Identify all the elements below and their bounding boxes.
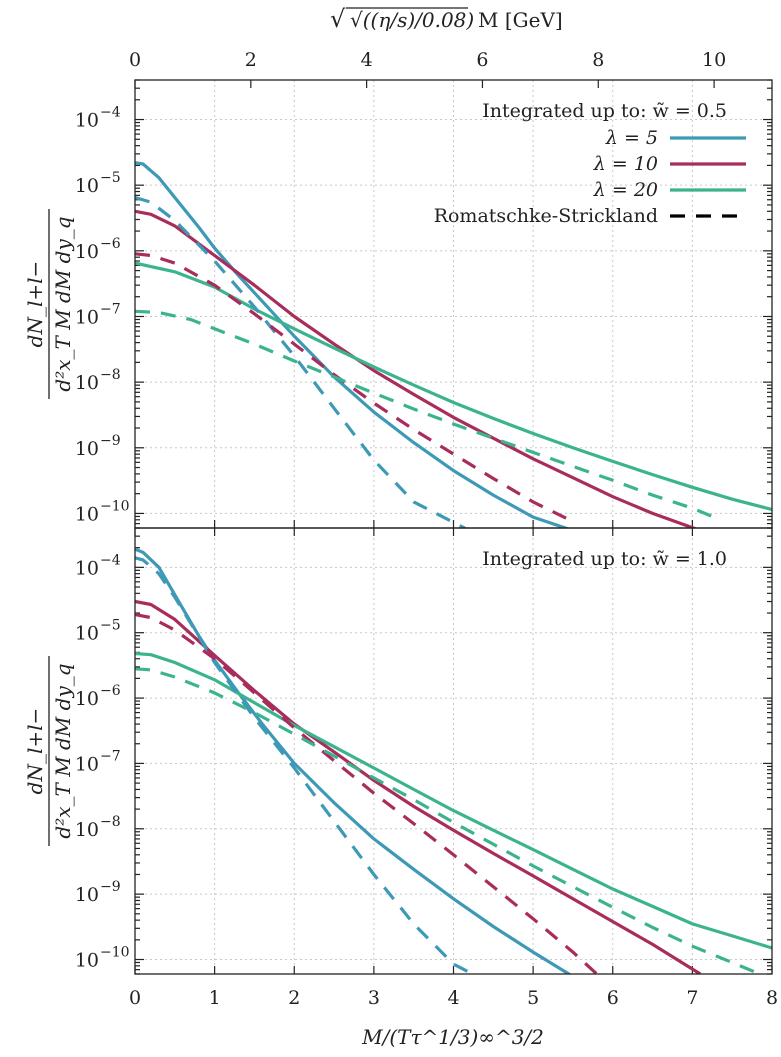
top-axis-tick-label: 8 bbox=[592, 49, 604, 71]
y-tick-label: 10 bbox=[75, 306, 99, 328]
top-axis-tick-label: 4 bbox=[361, 49, 373, 71]
top-axis-title: √ √((η/s)/0.08) M [GeV] bbox=[330, 5, 563, 33]
top-axis-tick-label: 2 bbox=[245, 49, 257, 71]
curve-lambda5 bbox=[135, 547, 572, 974]
top-axis-tick-label: 6 bbox=[476, 49, 488, 71]
curve-lambda5 bbox=[135, 161, 571, 528]
y-tick-exponent: −6 bbox=[100, 683, 121, 699]
bottom-axis-tick-label: 1 bbox=[209, 987, 221, 1009]
y-axis-title-bottom: dN_l+l− d²x_T M dM dy_q bbox=[23, 656, 75, 846]
y-tick-label: 10 bbox=[75, 175, 99, 197]
rs-curve-lambda5 bbox=[135, 195, 469, 528]
curve-lambda10 bbox=[135, 209, 699, 528]
y-tick-label: 10 bbox=[75, 884, 99, 906]
y-axis-denominator: d²x_T M dM dy_q bbox=[51, 663, 75, 838]
y-tick-exponent: −4 bbox=[100, 105, 121, 121]
bottom-axis-tick-label: 7 bbox=[686, 987, 698, 1009]
y-tick-label: 10 bbox=[75, 241, 99, 263]
y-tick-exponent: −5 bbox=[100, 618, 121, 634]
series-group bbox=[135, 161, 772, 528]
curve-lambda20 bbox=[135, 651, 772, 950]
y-tick-label: 10 bbox=[75, 950, 99, 972]
panel-frame bbox=[134, 527, 773, 975]
y-tick-label: 10 bbox=[75, 688, 99, 710]
y-tick-label: 10 bbox=[75, 819, 99, 841]
top-axis-title-unit: M [GeV] bbox=[478, 8, 563, 32]
legend-label: λ = 10 bbox=[593, 153, 658, 175]
y-tick-exponent: −7 bbox=[100, 301, 121, 317]
y-tick-exponent: −10 bbox=[100, 498, 130, 514]
bottom-axis-tick-label: 6 bbox=[607, 987, 619, 1009]
y-tick-exponent: −5 bbox=[100, 170, 121, 186]
rs-curve-lambda5 bbox=[135, 556, 477, 974]
rs-curve-lambda20 bbox=[135, 309, 717, 520]
y-tick-label: 10 bbox=[75, 753, 99, 775]
y-tick-exponent: −8 bbox=[100, 367, 121, 383]
y-tick-label: 10 bbox=[75, 110, 99, 132]
rs-curve-lambda10 bbox=[135, 252, 574, 524]
y-tick-label: 10 bbox=[75, 438, 99, 460]
legend-label: Romatschke-Strickland bbox=[434, 205, 658, 227]
y-tick-label: 10 bbox=[75, 557, 99, 579]
svg-text:√: √ bbox=[330, 5, 346, 33]
y-tick-exponent: −6 bbox=[100, 236, 121, 252]
y-tick-label: 10 bbox=[75, 372, 99, 394]
top-axis-title-math: √((η/s)/0.08) bbox=[350, 8, 474, 32]
bottom-axis-tick-label: 3 bbox=[368, 987, 380, 1009]
legend-label: λ = 5 bbox=[605, 127, 658, 149]
bottom-axis-tick-label: 0 bbox=[129, 987, 141, 1009]
legend-title: Integrated up to: w̃ = 0.5 bbox=[482, 100, 727, 122]
top-axis-tick-label: 10 bbox=[702, 49, 726, 71]
y-axis-title-top: dN_l+l− d²x_T M dM dy_q bbox=[23, 209, 75, 399]
bottom-axis-tick-label: 4 bbox=[447, 987, 459, 1009]
legend-title: Integrated up to: w̃ = 1.0 bbox=[482, 548, 727, 570]
y-tick-label: 10 bbox=[75, 503, 99, 525]
legend-label: λ = 20 bbox=[593, 179, 658, 201]
rs-curve-lambda10 bbox=[135, 612, 598, 974]
y-tick-exponent: −9 bbox=[100, 433, 121, 449]
y-tick-exponent: −4 bbox=[100, 552, 121, 568]
y-tick-label: 10 bbox=[75, 623, 99, 645]
bottom-axis-tick-label: 8 bbox=[766, 987, 778, 1009]
bottom-axis-title: M/(Tτ^1/3)∞^3/2 bbox=[361, 1025, 544, 1049]
y-tick-exponent: −7 bbox=[100, 748, 121, 764]
top-axis-tick-label: 0 bbox=[129, 49, 141, 71]
curve-lambda10 bbox=[135, 599, 702, 974]
y-axis-denominator: d²x_T M dM dy_q bbox=[51, 216, 75, 391]
curve-lambda20 bbox=[135, 261, 772, 512]
y-tick-exponent: −9 bbox=[100, 879, 121, 895]
bottom-axis-tick-label: 2 bbox=[288, 987, 300, 1009]
bottom-axis-tick-label: 5 bbox=[527, 987, 539, 1009]
y-axis-numerator: dN_l+l− bbox=[23, 708, 47, 795]
y-tick-exponent: −8 bbox=[100, 814, 121, 830]
series-group bbox=[135, 547, 772, 974]
y-axis-numerator: dN_l+l− bbox=[23, 261, 47, 348]
y-tick-exponent: −10 bbox=[100, 945, 130, 961]
